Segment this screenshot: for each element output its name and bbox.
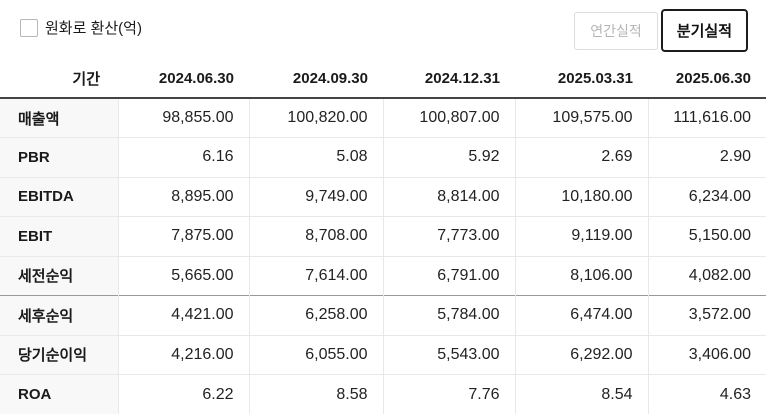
column-header: 2025.03.31 <box>515 60 648 99</box>
cell-value: 4,421.00 <box>117 295 249 335</box>
cell-value: 8,106.00 <box>514 255 648 296</box>
cell-value: 3,406.00 <box>647 334 766 375</box>
cell-value: 7,614.00 <box>248 255 383 296</box>
column-header: 2024.09.30 <box>249 60 383 99</box>
quarterly-results-button[interactable]: 분기실적 <box>660 9 748 52</box>
row-label: EBIT <box>0 216 118 256</box>
cell-value: 109,575.00 <box>514 98 648 138</box>
cell-value: 5,150.00 <box>647 216 766 256</box>
cell-value: 8.58 <box>248 374 383 414</box>
cell-value: 7,773.00 <box>382 216 515 256</box>
financial-table-body: 매출액 98,855.00 100,820.00 100,807.00 109,575.… <box>0 98 766 414</box>
row-label: ROA <box>0 374 118 414</box>
cell-value: 5,543.00 <box>382 334 515 375</box>
cell-value: 8.54 <box>514 374 648 414</box>
cell-value: 4.63 <box>647 374 766 414</box>
results-toggle-group: 연간실적 분기실적 <box>574 9 748 52</box>
table-row: 당기순이익 4,216.00 6,055.00 5,543.00 6,292.00 3,4… <box>0 334 766 375</box>
cell-value: 10,180.00 <box>514 176 648 217</box>
row-label: 당기순이익 <box>0 334 118 375</box>
cell-value: 111,616.00 <box>647 98 766 138</box>
cell-value: 100,807.00 <box>382 98 515 138</box>
cell-value: 6,474.00 <box>514 295 648 335</box>
table-row: 세전순익 5,665.00 7,614.00 6,791.00 8,106.00 4,08… <box>0 255 766 296</box>
cell-value: 4,216.00 <box>117 334 249 375</box>
cell-value: 98,855.00 <box>117 98 249 138</box>
krw-convert-checkbox-wrap[interactable]: 원화로 환산(억) <box>20 17 142 38</box>
cell-value: 6,292.00 <box>514 334 648 375</box>
row-label: 세후순익 <box>0 295 118 335</box>
annual-results-button[interactable]: 연간실적 <box>574 11 658 50</box>
cell-value: 5,784.00 <box>382 295 515 335</box>
table-row: PBR 6.16 5.08 5.92 2.69 2.90 <box>0 137 766 177</box>
cell-value: 8,895.00 <box>117 176 249 217</box>
cell-value: 6.16 <box>117 137 249 177</box>
cell-value: 4,082.00 <box>647 255 766 296</box>
financial-table: 기간 2024.06.30 2024.09.30 2024.12.31 2025… <box>0 60 766 414</box>
cell-value: 8,814.00 <box>382 176 515 217</box>
cell-value: 2.69 <box>514 137 648 177</box>
table-row: 세후순익 4,421.00 6,258.00 5,784.00 6,474.00 3,57… <box>0 295 766 335</box>
row-label: EBITDA <box>0 176 118 217</box>
period-header: 기간 <box>0 60 118 99</box>
column-header: 2025.06.30 <box>648 60 766 99</box>
row-label: PBR <box>0 137 118 177</box>
cell-value: 9,119.00 <box>514 216 648 256</box>
cell-value: 6,055.00 <box>248 334 383 375</box>
cell-value: 5,665.00 <box>117 255 249 296</box>
table-row: EBIT 7,875.00 8,708.00 7,773.00 9,119.00 5,15… <box>0 216 766 256</box>
cell-value: 100,820.00 <box>248 98 383 138</box>
cell-value: 7,875.00 <box>117 216 249 256</box>
cell-value: 6,234.00 <box>647 176 766 217</box>
row-label: 매출액 <box>0 98 118 138</box>
cell-value: 9,749.00 <box>248 176 383 217</box>
cell-value: 8,708.00 <box>248 216 383 256</box>
krw-convert-checkbox-label: 원화로 환산(억) <box>45 20 142 37</box>
table-row: ROA 6.22 8.58 7.76 8.54 4.63 <box>0 374 766 414</box>
column-header: 2024.06.30 <box>118 60 249 99</box>
table-row: EBITDA 8,895.00 9,749.00 8,814.00 10,180.00 6… <box>0 176 766 217</box>
financial-table-header: 기간 2024.06.30 2024.09.30 2024.12.31 2025… <box>0 60 766 99</box>
toolbar: 원화로 환산(억) 연간실적 분기실적 <box>0 0 766 60</box>
column-header: 2024.12.31 <box>383 60 515 99</box>
cell-value: 5.92 <box>382 137 515 177</box>
cell-value: 6.22 <box>117 374 249 414</box>
cell-value: 2.90 <box>647 137 766 177</box>
table-row: 매출액 98,855.00 100,820.00 100,807.00 109,575.… <box>0 98 766 138</box>
cell-value: 7.76 <box>382 374 515 414</box>
cell-value: 3,572.00 <box>647 295 766 335</box>
cell-value: 5.08 <box>248 137 383 177</box>
cell-value: 6,791.00 <box>382 255 515 296</box>
cell-value: 6,258.00 <box>248 295 383 335</box>
krw-convert-checkbox[interactable] <box>20 18 38 37</box>
row-label: 세전순익 <box>0 255 118 296</box>
